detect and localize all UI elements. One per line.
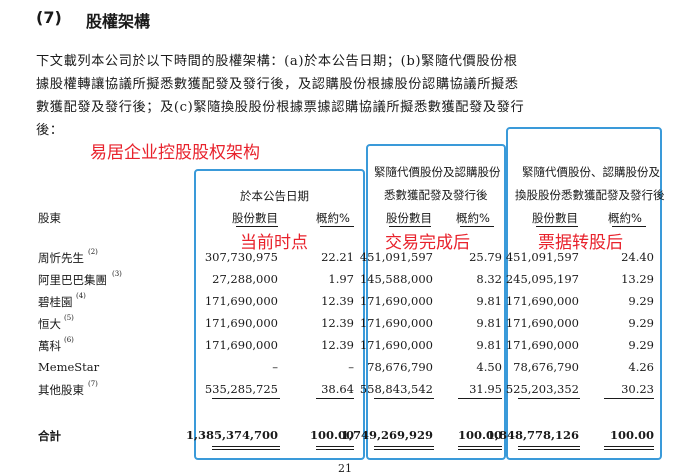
table-cell: 171,690,000	[505, 338, 579, 352]
table-cell: 171,690,000	[505, 294, 579, 308]
table-cell: 535,285,725	[204, 382, 278, 396]
table-cell: 4.50	[476, 360, 502, 374]
group-2-shares-header: 股份數目	[386, 211, 432, 225]
shareholder-name: 萬科	[38, 339, 61, 353]
table-cell: 558,843,542	[359, 382, 433, 396]
shareholder-name: 恒大	[38, 317, 61, 331]
shareholder-header: 股東	[38, 211, 61, 225]
table-cell: 9.81	[476, 294, 502, 308]
total-cell: 100.00	[309, 428, 354, 442]
total-cell: 100.00	[609, 428, 654, 442]
table-cell: 171,690,000	[359, 316, 433, 330]
table-cell: 78,676,790	[513, 360, 579, 374]
total-cell: 1,848,778,126	[486, 428, 579, 442]
table-cell: 9.81	[476, 316, 502, 330]
table-cell: 171,690,000	[505, 316, 579, 330]
section-title: 股權架構	[86, 12, 151, 31]
table-cell: 12.39	[321, 316, 354, 330]
footnote-marker: (5)	[64, 314, 74, 322]
intro-line-1: 下文載列本公司於以下時間的股權架構：(a)於本公告日期；(b)緊隨代價股份根	[36, 54, 518, 69]
intro-line-3: 數獲配發及發行後；及(c)緊隨換股股份根據票據認購協議所擬悉數獲配發及發行	[36, 100, 525, 115]
annotation-box-after-deal	[366, 144, 506, 460]
total-cell: 1,385,374,700	[185, 428, 278, 442]
group-2-title-line-2: 悉數獲配發及發行後	[384, 188, 488, 202]
group-1-shares-header: 股份數目	[232, 211, 278, 225]
page-number: 21	[338, 462, 352, 475]
shareholder-name: 其他股東	[38, 383, 84, 397]
shareholder-name: 周忻先生	[38, 251, 84, 265]
table-cell: 22.21	[321, 250, 354, 264]
table-cell: 9.29	[628, 338, 654, 352]
group-1-title: 於本公告日期	[240, 189, 309, 203]
label-after-conversion: 票据转股后	[538, 233, 623, 253]
table-cell: 307,730,975	[204, 250, 278, 264]
group-1-pct-header: 概約%	[316, 211, 350, 225]
annotation-title: 易居企业控股股权架构	[90, 143, 260, 163]
group-3-shares-header: 股份數目	[532, 211, 578, 225]
footnote-marker: (4)	[76, 292, 86, 300]
group-2-pct-header: 概約%	[456, 211, 490, 225]
section-number: (7)	[36, 8, 62, 27]
table-cell: 38.64	[321, 382, 354, 396]
table-cell: 13.29	[621, 272, 654, 286]
table-cell: 4.26	[628, 360, 654, 374]
table-cell: 171,690,000	[359, 294, 433, 308]
table-cell: 27,288,000	[212, 272, 278, 286]
group-3-title-line-1: 緊隨代價股份、認購股份及	[522, 165, 660, 179]
table-cell: 525,203,352	[505, 382, 579, 396]
intro-line-2: 據股權轉讓協議所擬悉數獲配發及發行後，及認購股份根據股份認購協議所擬悉	[36, 77, 519, 92]
table-cell: 9.81	[476, 338, 502, 352]
table-cell: 1.97	[328, 272, 354, 286]
table-cell: 171,690,000	[204, 338, 278, 352]
table-cell: 24.40	[621, 250, 654, 264]
label-current: 当前时点	[240, 233, 308, 253]
table-cell: –	[272, 360, 278, 374]
table-cell: 30.23	[621, 382, 654, 396]
group-3-title-line-2: 換股股份悉數獲配發及發行後	[515, 188, 665, 202]
table-cell: 245,095,197	[505, 272, 579, 286]
shareholder-name: 碧桂園	[38, 295, 73, 309]
table-cell: 145,588,000	[359, 272, 433, 286]
table-cell: 12.39	[321, 338, 354, 352]
table-cell: 171,690,000	[204, 316, 278, 330]
shareholder-name: 阿里巴巴集團	[38, 273, 107, 287]
group-2-title-line-1: 緊隨代價股份及認購股份	[374, 165, 501, 179]
shareholder-name: MemeStar	[38, 360, 100, 374]
table-cell: –	[348, 360, 354, 374]
table-cell: 451,091,597	[505, 250, 579, 264]
table-cell: 78,676,790	[367, 360, 433, 374]
table-cell: 25.79	[469, 250, 502, 264]
label-after-deal: 交易完成后	[385, 233, 470, 253]
table-cell: 12.39	[321, 294, 354, 308]
table-cell: 9.29	[628, 316, 654, 330]
total-cell: 1,749,269,929	[340, 428, 433, 442]
footnote-marker: (2)	[88, 248, 98, 256]
table-cell: 171,690,000	[359, 338, 433, 352]
table-cell: 31.95	[469, 382, 502, 396]
table-cell: 9.29	[628, 294, 654, 308]
annotation-box-current	[194, 169, 365, 460]
footnote-marker: (7)	[88, 380, 98, 388]
table-cell: 8.32	[476, 272, 502, 286]
intro-line-4: 後：	[36, 123, 64, 138]
annotation-box-after-conversion	[506, 127, 662, 460]
group-3-pct-header: 概約%	[608, 211, 642, 225]
total-label: 合計	[38, 429, 61, 443]
table-cell: 171,690,000	[204, 294, 278, 308]
total-cell: 100.00	[457, 428, 502, 442]
footnote-marker: (3)	[112, 270, 122, 278]
table-cell: 451,091,597	[359, 250, 433, 264]
footnote-marker: (6)	[64, 336, 74, 344]
